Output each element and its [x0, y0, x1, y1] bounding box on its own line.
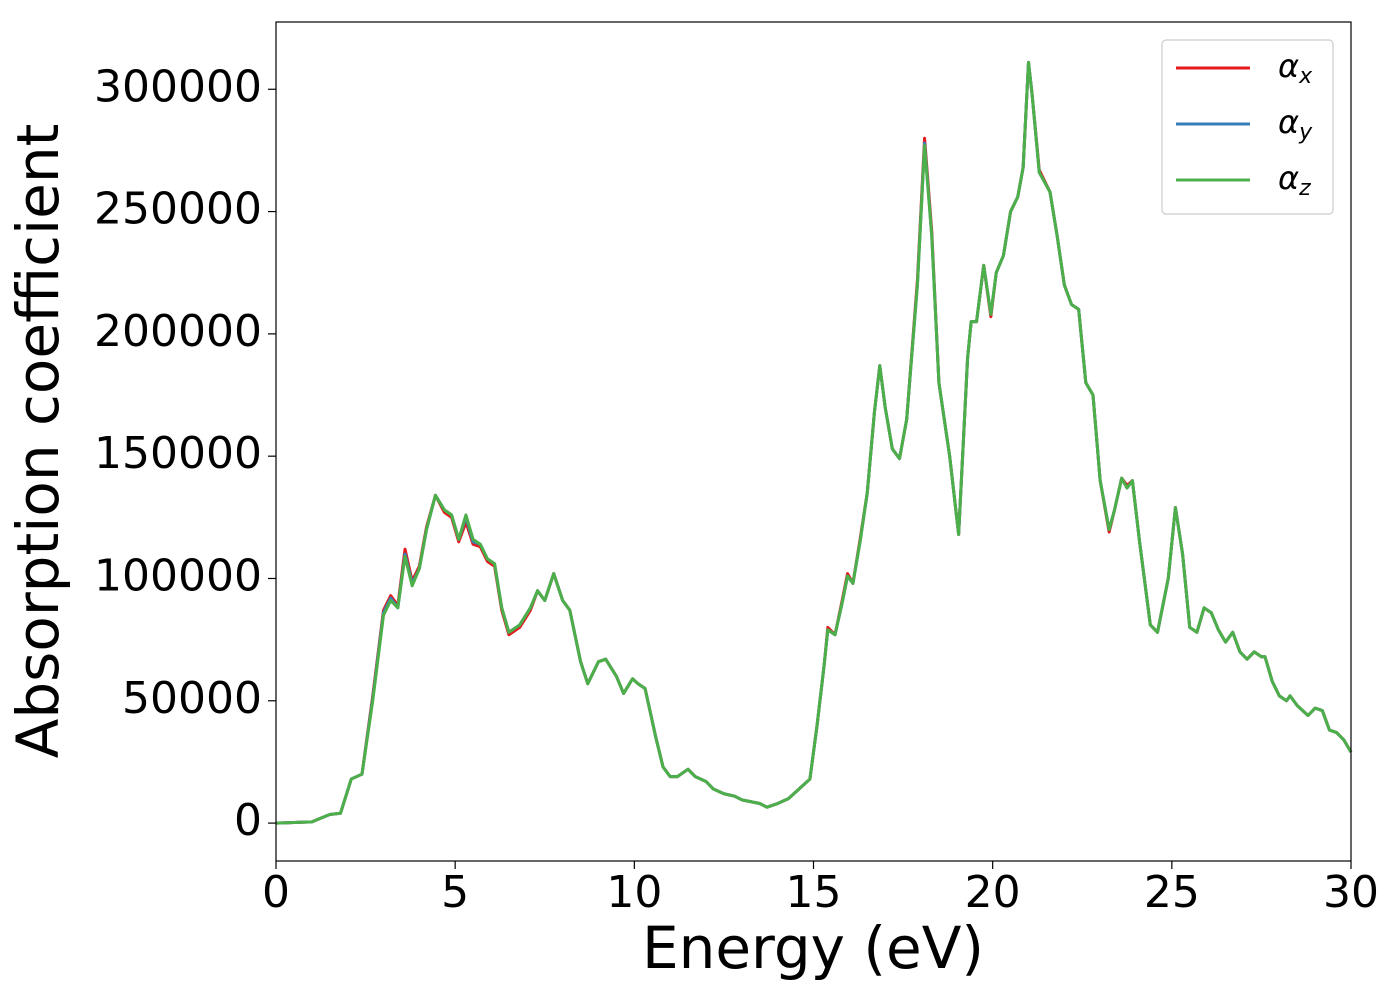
x-tick-label: 0	[262, 867, 290, 918]
x-tick-label: 25	[1144, 867, 1200, 918]
y-tick-label: 250000	[94, 184, 262, 235]
y-tick-label: 50000	[122, 673, 262, 724]
y-tick-label: 0	[234, 795, 262, 846]
series-line	[275, 60, 1353, 825]
x-tick-label: 10	[606, 867, 662, 918]
legend-label: αz	[1278, 159, 1311, 201]
legend-box	[1161, 39, 1334, 215]
y-tick-label: 150000	[94, 428, 262, 479]
y-axis-label: Absorption coefficient	[4, 124, 72, 759]
y-tick-label: 100000	[94, 550, 262, 601]
y-tick-label: 200000	[94, 306, 262, 357]
y-tick-label: 300000	[94, 61, 262, 112]
x-tick-label: 30	[1323, 867, 1379, 918]
x-tick-label: 20	[965, 867, 1021, 918]
plot-area	[275, 60, 1353, 825]
x-axis-label: Energy (eV)	[642, 914, 984, 982]
x-tick-label: 15	[786, 867, 842, 918]
x-tick-label: 5	[441, 867, 469, 918]
